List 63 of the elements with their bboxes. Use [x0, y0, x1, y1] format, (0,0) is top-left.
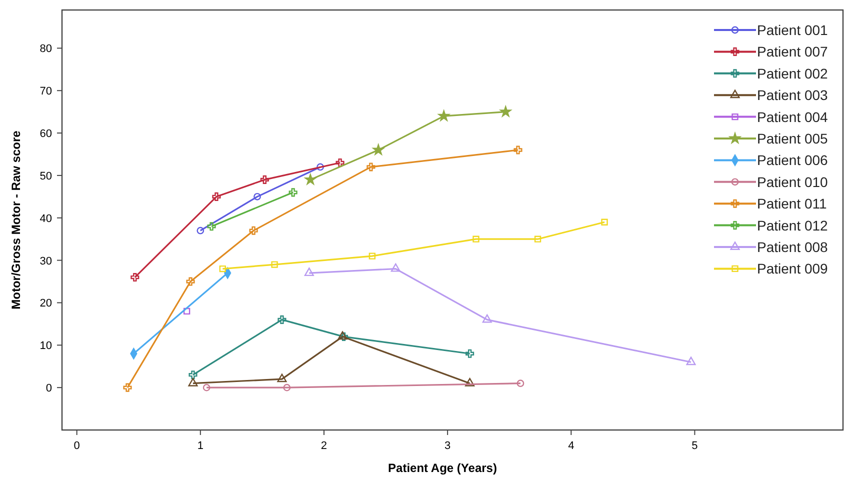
- point: [601, 218, 608, 226]
- point: [254, 192, 261, 200]
- legend-label: Patient 012: [757, 217, 828, 234]
- x-tick-label: 4: [568, 440, 574, 452]
- point: [438, 110, 450, 121]
- point: [472, 236, 480, 242]
- point: [482, 314, 492, 323]
- y-tick-label: 60: [40, 128, 52, 140]
- legend-label: Patient 004: [757, 108, 828, 125]
- point: [278, 315, 286, 324]
- legend-label: Patient 002: [757, 65, 828, 82]
- point: [219, 265, 226, 272]
- y-tick-label: 0: [46, 382, 52, 395]
- point: [249, 226, 258, 235]
- point: [188, 378, 198, 386]
- y-tick-label: 20: [40, 298, 52, 310]
- legend-label: Patient 007: [757, 44, 828, 60]
- point: [183, 308, 190, 315]
- x-tick-label: 3: [444, 440, 451, 452]
- y-tick-label: 50: [40, 170, 52, 182]
- point: [466, 349, 474, 358]
- point: [288, 188, 298, 197]
- point: [186, 277, 195, 286]
- x-tick-label: 2: [320, 440, 328, 452]
- legend-label: Patient 008: [757, 239, 828, 255]
- point: [366, 162, 376, 172]
- legend-label: Patient 001: [757, 22, 828, 38]
- point: [260, 175, 269, 184]
- x-axis-title: Patient Age (Years): [388, 461, 497, 475]
- legend-label: Patient 005: [757, 130, 828, 146]
- point: [372, 144, 384, 155]
- legend-label: Patient 010: [757, 174, 828, 190]
- point: [207, 222, 216, 231]
- point: [283, 384, 291, 392]
- x-tick-label: 1: [197, 440, 204, 452]
- point: [534, 236, 542, 242]
- point: [188, 370, 198, 380]
- y-tick-label: 40: [40, 212, 52, 225]
- point: [465, 378, 475, 386]
- point: [304, 268, 314, 276]
- point: [304, 174, 316, 184]
- point: [500, 106, 512, 117]
- point: [271, 261, 278, 268]
- x-tick-label: 5: [692, 440, 698, 452]
- point: [123, 383, 132, 392]
- point: [336, 158, 344, 167]
- point: [514, 146, 522, 154]
- x-tick-label: 0: [74, 440, 80, 452]
- point: [390, 263, 400, 272]
- point: [212, 192, 221, 201]
- y-tick-label: 30: [40, 255, 52, 268]
- point: [130, 273, 140, 282]
- legend-label: Patient 009: [757, 260, 828, 277]
- y-axis-title: Motor/Gross Motor - Raw score: [9, 130, 23, 310]
- legend-label: Patient 003: [757, 87, 828, 104]
- point: [368, 252, 376, 260]
- point: [686, 356, 696, 366]
- y-tick-label: 70: [40, 86, 52, 98]
- y-tick-label: 80: [40, 43, 52, 56]
- legend-label: Patient 006: [757, 152, 828, 168]
- y-tick-label: 10: [40, 340, 52, 352]
- point: [277, 374, 287, 382]
- legend-label: Patient 011: [757, 196, 828, 212]
